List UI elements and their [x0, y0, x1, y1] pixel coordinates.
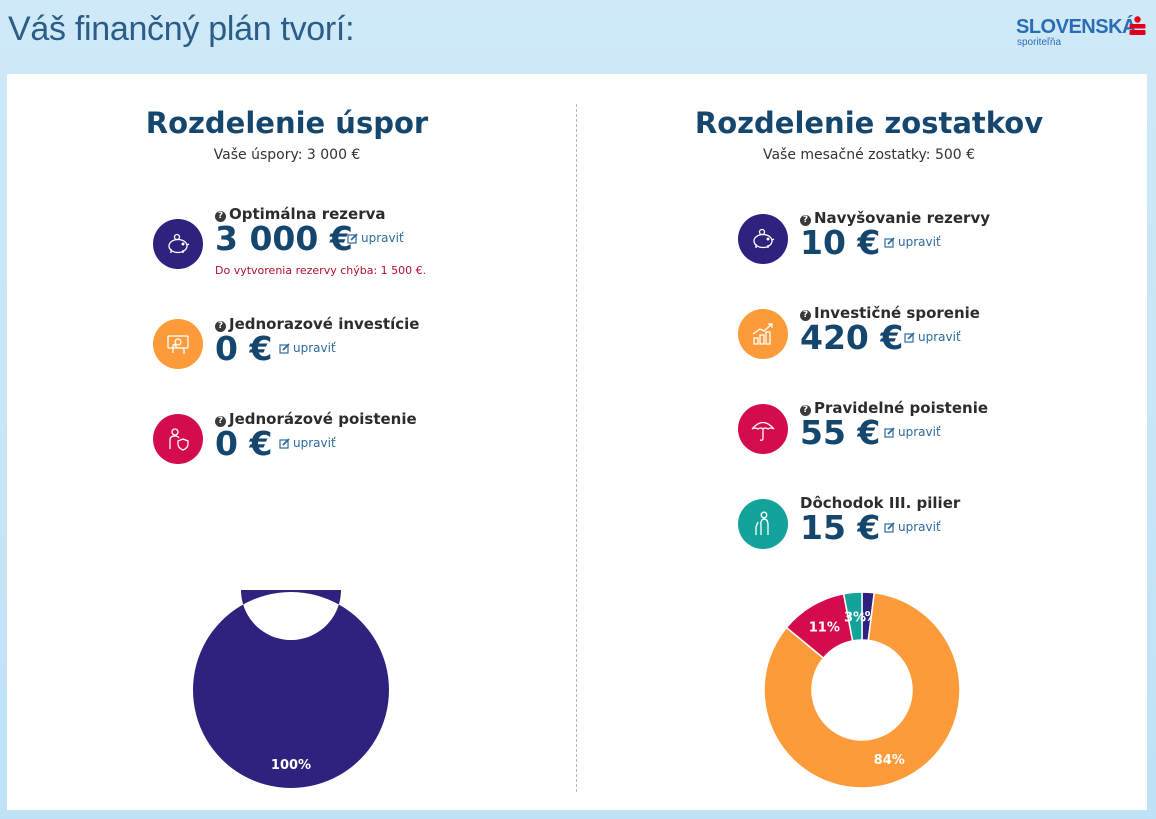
edit-icon: [347, 233, 358, 244]
edit-investment-saving-link[interactable]: upraviť: [904, 330, 961, 344]
balances-subtitle: Vaše mesačné zostatky: 500 €: [762, 147, 976, 163]
pension-value: 15 €: [800, 508, 881, 547]
financial-plan-card: Rozdelenie úspor Vaše úspory: 3 000 € ? O…: [7, 74, 1147, 810]
help-icon[interactable]: ?: [215, 211, 226, 222]
balances-title: Rozdelenie zostatkov: [694, 106, 1044, 140]
pension-label: Dôchodok III. pilier: [800, 494, 961, 512]
savings-donut-chart: 100%: [193, 590, 389, 788]
donut-slice[interactable]: [842, 591, 863, 642]
insurance-value: 0 €: [215, 424, 273, 463]
cash-hand-icon: [153, 319, 203, 369]
growth-chart-icon: [738, 309, 788, 359]
reserve-value: 3 000 €: [215, 219, 353, 258]
investment-saving-value: 420 €: [800, 318, 904, 357]
savings-subtitle: Vaše úspory: 3 000 €: [213, 147, 361, 163]
help-icon[interactable]: ?: [215, 416, 226, 427]
elderly-person-icon: [738, 499, 788, 549]
help-icon[interactable]: ?: [215, 321, 226, 332]
donut-slice-label: 11%: [809, 620, 840, 635]
umbrella-icon: [738, 404, 788, 454]
regular-insurance-label: ? Pravidelné poistenie: [800, 399, 988, 417]
page-title: Váš finančný plán tvorí:: [8, 10, 355, 48]
piggy-bank-icon: [153, 219, 203, 269]
increase-reserve-label: ? Navyšovanie rezervy: [800, 209, 990, 227]
increase-reserve-value: 10 €: [800, 223, 881, 262]
brand-logo: SLOVENSKÁ sporiteľňa: [1016, 14, 1146, 54]
logo-mark-icon: [1129, 16, 1146, 35]
insurance-label: ? Jednorázové poistenie: [215, 410, 417, 428]
regular-insurance-value: 55 €: [800, 413, 881, 452]
investments-label: ? Jednorazové investície: [215, 315, 419, 333]
edit-insurance-link[interactable]: upraviť: [279, 436, 336, 450]
edit-regular-insurance-link[interactable]: upraviť: [884, 425, 941, 439]
edit-icon: [279, 438, 290, 449]
donut-slice[interactable]: [763, 591, 961, 789]
savings-title: Rozdelenie úspor: [145, 106, 429, 140]
donut-slice-label: 84%: [874, 753, 905, 768]
investment-saving-label: ? Investičné sporenie: [800, 304, 980, 322]
column-divider: [576, 104, 577, 792]
edit-reserve-link[interactable]: upraviť: [347, 231, 404, 245]
edit-investments-link[interactable]: upraviť: [279, 341, 336, 355]
edit-icon: [884, 522, 895, 533]
reserve-label: ? Optimálna rezerva: [215, 205, 386, 223]
reserve-warning: Do vytvorenia rezervy chýba: 1 500 €.: [215, 264, 427, 277]
edit-icon: [279, 343, 290, 354]
edit-icon: [904, 332, 915, 343]
logo-subtitle: sporiteľňa: [1017, 37, 1062, 48]
edit-icon: [884, 427, 895, 438]
edit-pension-link[interactable]: upraviť: [884, 520, 941, 534]
piggy-bank-icon: [738, 214, 788, 264]
investments-value: 0 €: [215, 329, 273, 368]
edit-increase-reserve-link[interactable]: upraviť: [884, 235, 941, 249]
balances-donut-chart: 2%84%11%3%: [763, 591, 961, 789]
person-shield-icon: [153, 414, 203, 464]
help-icon[interactable]: ?: [800, 310, 811, 321]
donut-slice-label: 100%: [271, 758, 311, 773]
help-icon[interactable]: ?: [800, 215, 811, 226]
logo-wordmark: SLOVENSKÁ: [1016, 16, 1136, 38]
donut-slice[interactable]: [193, 590, 389, 788]
edit-icon: [884, 237, 895, 248]
help-icon[interactable]: ?: [800, 405, 811, 416]
donut-slice-label: 3%: [844, 610, 866, 625]
